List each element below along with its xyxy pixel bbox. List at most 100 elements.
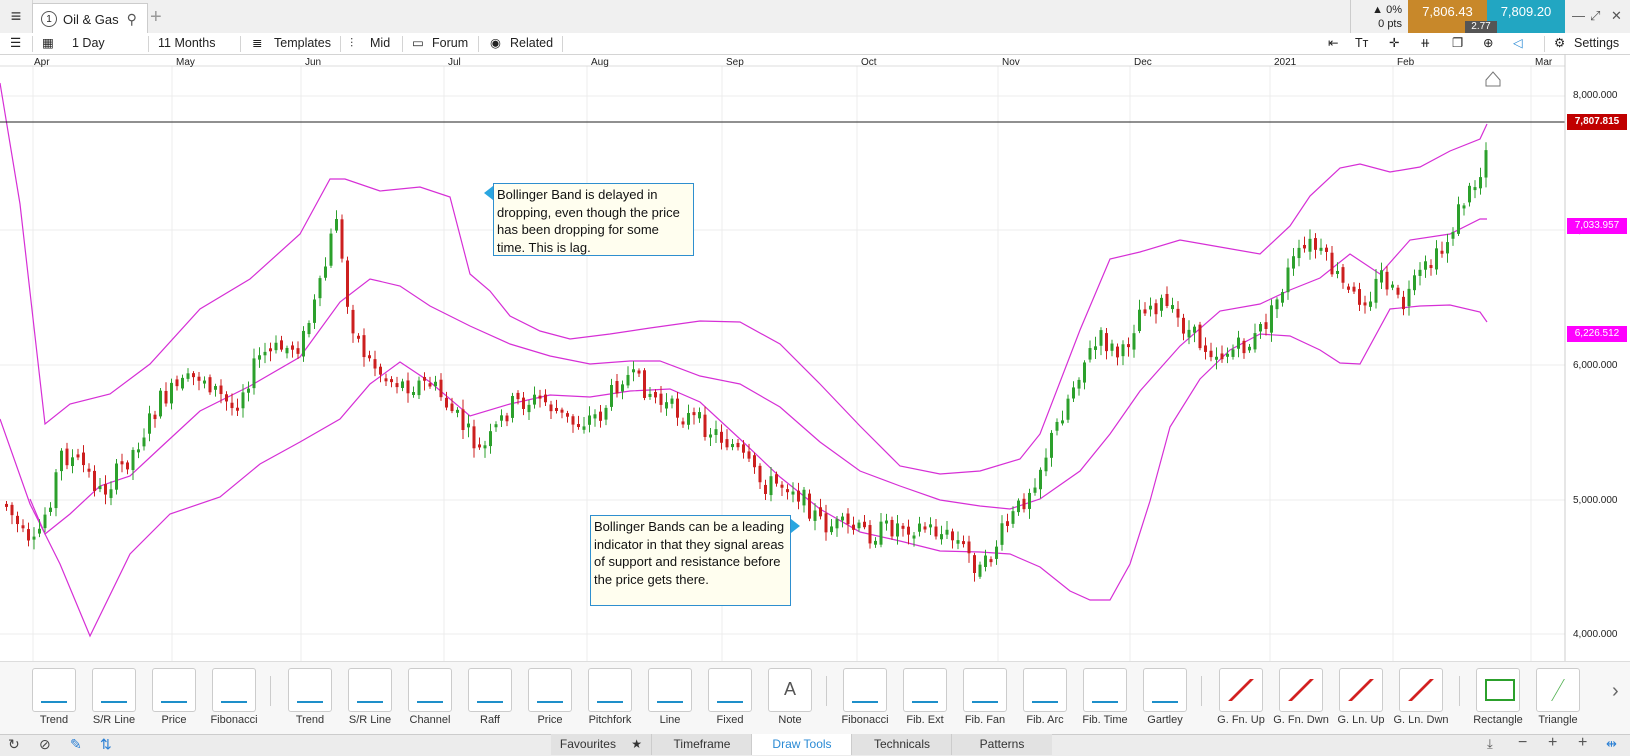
add-tab-icon[interactable]: + [150,6,162,28]
candle-body [153,414,157,420]
candle-body [1176,308,1180,318]
price-chart[interactable] [0,54,1630,661]
settings-button[interactable]: Settings [1574,36,1620,50]
buy-button[interactable]: 7,809.20 [1487,0,1565,33]
forum-button[interactable]: Forum [432,36,469,50]
fit-icon[interactable]: ⇹ [1606,736,1617,751]
list-icon[interactable]: ☰ [10,36,22,50]
search-icon[interactable]: ⚲ [126,10,137,27]
tool-label: G. Ln. Up [1337,714,1385,726]
candle-body [533,394,536,405]
text-size-icon[interactable]: Tт [1355,36,1369,50]
tool-button[interactable] [152,668,196,712]
x-label-2021: 2021 [1274,57,1297,68]
hamburger-menu-icon[interactable]: ≡ [0,0,33,33]
related-button[interactable]: Related [510,36,554,50]
candle-body [1358,289,1361,305]
candle-body [725,439,729,448]
fixed-icon [717,679,743,703]
refresh-icon[interactable]: ↻ [8,736,20,752]
tab-favourites[interactable]: Favourites ★ [551,734,651,755]
candle-body [54,472,58,509]
layout-icon[interactable]: ▦ [42,36,54,50]
tool-button[interactable] [212,668,256,712]
candle-body [401,381,404,388]
tool-button[interactable] [843,668,887,712]
tab-technicals[interactable]: Technicals [851,734,952,755]
candle-body [247,388,250,393]
candle-body [830,526,833,533]
tool-label: Fibonacci [210,714,258,726]
move-icon[interactable]: ⇅ [100,736,112,752]
tool-button[interactable] [408,668,452,712]
tool-button[interactable] [1023,668,1067,712]
chart-tab[interactable]: 1 Oil & Gas ⚲ [32,3,148,34]
chart-toolbar [0,33,1630,55]
candle-body [544,394,547,403]
copy-icon[interactable]: ❐ [1452,36,1464,50]
mid-button[interactable]: Mid [370,36,391,50]
tool-button[interactable] [288,668,332,712]
candle-body [1325,247,1328,252]
candle-body [346,260,349,307]
settings-icon[interactable]: ⚙ [1554,36,1566,50]
close-icon[interactable]: ✕ [1611,8,1622,23]
tool-button[interactable] [708,668,752,712]
templates-button[interactable]: Templates [274,36,331,50]
zoom-out-icon[interactable]: − [1518,734,1528,751]
candle-body [307,323,311,335]
tool-button[interactable] [468,668,512,712]
crosshair-icon[interactable]: + [1578,734,1588,751]
tool-button[interactable] [1476,668,1520,712]
interval-select[interactable]: 1 Day [72,36,105,50]
candle-body [412,392,415,396]
tool-button[interactable] [348,668,392,712]
tool-button[interactable] [1143,668,1187,712]
candle-body [384,378,388,382]
candle-body [516,392,520,400]
chart-note[interactable]: Bollinger Bands can be a leading indicat… [590,515,791,606]
chevron-right-icon[interactable]: › [1612,680,1619,702]
tool-button[interactable] [903,668,947,712]
tool-button[interactable] [963,668,1007,712]
tab-name: Oil & Gas [63,11,119,27]
tool-button[interactable] [1083,668,1127,712]
download-icon[interactable]: ⤓ [1487,736,1493,751]
tool-button[interactable] [1536,668,1580,712]
tool-button[interactable] [1279,668,1323,712]
tag-icon[interactable]: ◁ [1513,36,1523,50]
tool-button[interactable] [648,668,692,712]
crosshair-icon[interactable]: ✛ [1389,36,1400,50]
tab-draw-tools[interactable]: Draw Tools [751,734,852,755]
expand-icon[interactable]: ⤢ [1590,8,1601,23]
tool-button[interactable] [32,668,76,712]
candle-body [1462,205,1466,209]
tool-button[interactable] [528,668,572,712]
pencil-icon[interactable]: ✎ [70,736,82,752]
minimize-icon[interactable]: — [1572,8,1585,23]
candle-body [1275,299,1279,310]
tool-button[interactable] [1399,668,1443,712]
tab-timeframe[interactable]: Timeframe [651,734,752,755]
tab-patterns[interactable]: Patterns [951,734,1052,755]
tool-button[interactable] [1339,668,1383,712]
indent-icon[interactable]: ⇤ [1328,36,1339,50]
tool-button[interactable] [588,668,632,712]
pin-icon[interactable]: ⊕ [1483,36,1494,50]
fib-ext-icon [912,679,938,703]
candle-body [1391,284,1394,288]
candle-body [269,348,272,352]
zoom-in-icon[interactable]: + [1548,734,1558,751]
candle-body [60,450,63,472]
tool-button[interactable] [92,668,136,712]
candle-body [505,415,509,422]
candle-icon[interactable]: ⧺ [1420,36,1431,50]
chart-note[interactable]: Bollinger Band is delayed in dropping, e… [493,183,694,256]
up-arrow-icon: ▲ [1372,4,1384,16]
candle-body [472,426,476,449]
candle-body [478,444,481,448]
tool-button[interactable]: A [768,668,812,712]
cancel-icon[interactable]: ⊘ [39,736,51,752]
tool-button[interactable] [1219,668,1263,712]
range-select[interactable]: 11 Months [158,36,216,50]
